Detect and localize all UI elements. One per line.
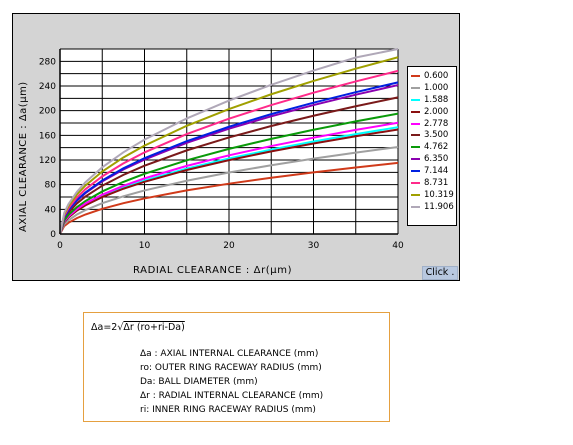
formula-prefix: Δa=2 <box>91 322 118 333</box>
legend-item: 6.350 <box>408 153 456 165</box>
series-line-3.500 <box>59 96 399 235</box>
y-tick-label: 80 <box>45 181 57 191</box>
legend-swatch <box>411 98 420 101</box>
legend-swatch <box>411 110 420 113</box>
x-tick-label: 0 <box>57 241 63 251</box>
series-line-11.906 <box>59 48 399 235</box>
legend-label: 10.319 <box>424 189 454 200</box>
definition-radial: Δr : RADIAL INTERNAL CLEARANCE (mm) <box>140 391 324 401</box>
y-tick-label: 0 <box>50 230 56 240</box>
y-tick-label: 280 <box>39 57 56 67</box>
legend-swatch <box>411 146 420 149</box>
series-line-1.000 <box>59 145 399 235</box>
series-group <box>59 48 399 235</box>
chart-panel: 0 40 80 120 160 200 240 280 0 10 20 30 40 AXIAL CLEA… <box>12 13 460 281</box>
legend-item: 7.144 <box>408 165 456 177</box>
series-line-2.778 <box>59 121 399 235</box>
series-line-10.319 <box>59 56 399 235</box>
legend: 0.600 1.000 1.588 2.000 2.778 3.500 4.762 6.350… <box>407 66 457 226</box>
legend-item: 11.906 <box>408 201 456 213</box>
chart-plot: 0 40 80 120 160 200 240 280 0 10 20 30 40 AXIAL CLEA… <box>18 48 404 251</box>
series-line-0.600 <box>59 161 399 235</box>
legend-label: 0.600 <box>424 70 449 81</box>
legend-item: 1.588 <box>408 94 456 106</box>
legend-item: 2.778 <box>408 118 456 130</box>
x-tick-label: 30 <box>308 241 320 251</box>
tick-labels: 0 40 80 120 160 200 240 280 0 10 20 30 40 <box>39 57 404 251</box>
legend-label: 6.350 <box>424 154 449 165</box>
definition-inner-radius: ri: INNER RING RACEWAY RADIUS (mm) <box>140 405 316 415</box>
series-line-4.762 <box>59 112 399 235</box>
legend-label: 1.588 <box>424 94 449 105</box>
legend-label: 7.144 <box>424 166 449 177</box>
legend-label: 11.906 <box>424 201 454 212</box>
sqrt-icon: √ <box>117 322 124 333</box>
x-tick-label: 20 <box>223 241 235 251</box>
legend-swatch <box>411 86 420 89</box>
legend-swatch <box>411 193 420 196</box>
legend-item: 8.731 <box>408 177 456 189</box>
legend-item: 10.319 <box>408 189 456 201</box>
legend-item: 2.000 <box>408 106 456 118</box>
formula-radicand: Δr (ro+ri-Da) <box>123 322 185 333</box>
legend-swatch <box>411 134 420 137</box>
formula: Δa=2√Δr (ro+ri-Da) <box>91 322 185 333</box>
series-line-8.731 <box>59 69 399 235</box>
legend-label: 1.000 <box>424 82 449 93</box>
x-tick-label: 40 <box>392 241 404 251</box>
x-axis-label: RADIAL CLEARANCE : Δr(μm) <box>133 265 293 276</box>
definition-outer-radius: ro: OUTER RING RACEWAY RADIUS (mm) <box>140 363 322 373</box>
legend-label: 4.762 <box>424 142 449 153</box>
y-tick-label: 120 <box>39 156 56 166</box>
legend-item: 0.600 <box>408 70 456 82</box>
legend-label: 2.778 <box>424 118 449 129</box>
legend-item: 1.000 <box>408 82 456 94</box>
definition-axial: Δa : AXIAL INTERNAL CLEARANCE (mm) <box>140 349 319 359</box>
legend-swatch <box>411 205 420 208</box>
legend-label: 2.000 <box>424 106 449 117</box>
legend-label: 8.731 <box>424 177 449 188</box>
legend-swatch <box>411 122 420 125</box>
y-tick-label: 240 <box>39 82 56 92</box>
y-tick-label: 160 <box>39 131 56 141</box>
definition-ball-diameter: Da: BALL DIAMETER (mm) <box>140 377 258 387</box>
y-tick-label: 200 <box>39 107 56 117</box>
legend-swatch <box>411 74 420 77</box>
click-button[interactable]: Click . <box>422 266 458 280</box>
x-tick-label: 10 <box>139 241 151 251</box>
legend-swatch <box>411 181 420 184</box>
legend-swatch <box>411 158 420 161</box>
legend-swatch <box>411 170 420 173</box>
series-line-7.144 <box>59 81 399 235</box>
y-axis-label: AXIAL CLEARANCE : Δa(μm) <box>18 81 29 232</box>
axes <box>59 49 398 235</box>
y-tick-label: 40 <box>45 205 57 215</box>
legend-item: 4.762 <box>408 141 456 153</box>
legend-label: 3.500 <box>424 130 449 141</box>
legend-item: 3.500 <box>408 129 456 141</box>
formula-box: Δa=2√Δr (ro+ri-Da) Δa : AXIAL INTERNAL C… <box>83 312 390 422</box>
